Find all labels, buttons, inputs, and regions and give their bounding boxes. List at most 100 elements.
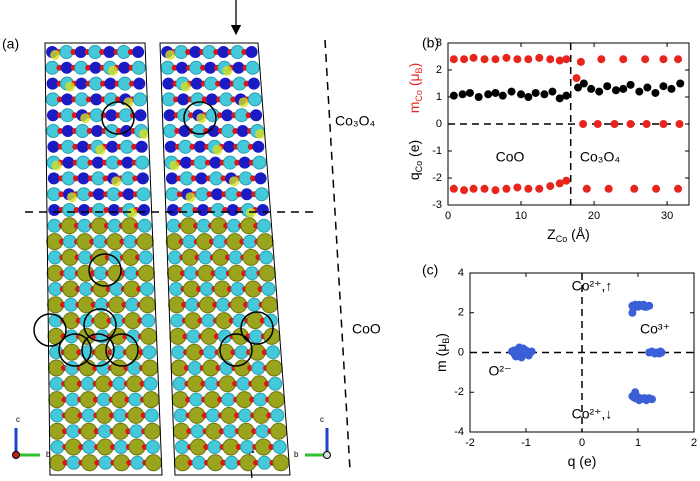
atom [204, 159, 211, 166]
point [642, 120, 651, 128]
atom [245, 112, 252, 119]
annotation: Co²⁺,↑ [572, 278, 613, 294]
axis-label: b [46, 450, 51, 459]
point [502, 53, 511, 62]
atom [113, 408, 128, 423]
atom [135, 155, 150, 170]
point [595, 87, 604, 96]
atom [167, 204, 180, 216]
atom [191, 455, 206, 470]
x-tick-label: 30 [661, 210, 673, 222]
axis-icon: c b c b [12, 415, 331, 459]
y-tick-label: -1 [432, 145, 442, 157]
atom [232, 128, 239, 134]
atom [256, 218, 271, 233]
atom [189, 392, 204, 407]
highlight-ring [81, 333, 115, 367]
point [513, 183, 522, 192]
highlight-ring [183, 101, 217, 135]
x-tick-label: 10 [515, 210, 527, 222]
atom [172, 376, 187, 391]
density [95, 144, 106, 155]
axis-label: mCo (μB) [406, 63, 425, 114]
highlight-ring [58, 333, 92, 367]
point [548, 87, 557, 96]
axis-label: qCo (e) [406, 140, 425, 180]
atom [209, 156, 222, 169]
label-part: (e) [575, 453, 596, 469]
atom [127, 49, 134, 55]
atom [175, 440, 190, 454]
atom [268, 376, 283, 391]
atom [201, 313, 216, 328]
atom [72, 175, 79, 182]
atom [117, 191, 124, 198]
atom [190, 175, 197, 182]
point [573, 83, 582, 92]
atom [105, 109, 118, 122]
atom [87, 159, 94, 166]
atom [138, 250, 153, 265]
atom [175, 61, 188, 74]
atom [122, 188, 135, 201]
atom [106, 140, 119, 153]
point [480, 184, 489, 193]
atom [136, 172, 149, 185]
atom [132, 46, 145, 58]
density [80, 113, 91, 124]
point [579, 120, 588, 128]
atom [267, 391, 285, 409]
atom [207, 125, 220, 137]
point [449, 55, 458, 64]
atom [70, 49, 77, 55]
atom [163, 109, 176, 122]
atom [219, 77, 232, 90]
atom [128, 80, 135, 87]
atom [97, 424, 112, 439]
atom [72, 143, 79, 150]
atom [236, 191, 243, 198]
x-tick-label: -1 [521, 437, 531, 449]
density [238, 97, 249, 108]
atom [165, 172, 178, 185]
atom [76, 140, 89, 153]
atom [58, 191, 65, 198]
label-part: Co [556, 234, 568, 244]
label-part: q [406, 172, 422, 180]
axis-label: b [294, 450, 299, 459]
atom [251, 361, 266, 375]
density [196, 113, 207, 124]
point [667, 84, 676, 93]
atom [133, 77, 146, 90]
panel-label: (a) [2, 36, 19, 52]
point [469, 53, 478, 62]
axis-label: c [320, 415, 324, 424]
atom [75, 77, 88, 90]
atom [74, 46, 87, 58]
atom [140, 327, 158, 345]
label-part: ) [433, 333, 449, 338]
atom [216, 297, 231, 312]
atom [263, 327, 281, 345]
atom [252, 140, 265, 153]
axis-label: ZCo (Å) [547, 226, 590, 245]
atom [258, 264, 276, 282]
point [535, 53, 544, 62]
atom [207, 440, 222, 454]
atom [250, 175, 257, 182]
atom [272, 454, 290, 472]
highlight-ring [240, 311, 274, 345]
atom [238, 408, 253, 423]
highlight-ring [88, 253, 122, 287]
atom [139, 296, 157, 314]
atom [205, 93, 218, 106]
point [491, 55, 500, 64]
atom [56, 96, 63, 103]
point [593, 120, 602, 128]
axis-origin [12, 451, 20, 459]
cell-frame [159, 42, 291, 476]
atom [90, 93, 103, 106]
atom [129, 424, 144, 439]
atom [48, 204, 61, 216]
atom [96, 392, 111, 407]
